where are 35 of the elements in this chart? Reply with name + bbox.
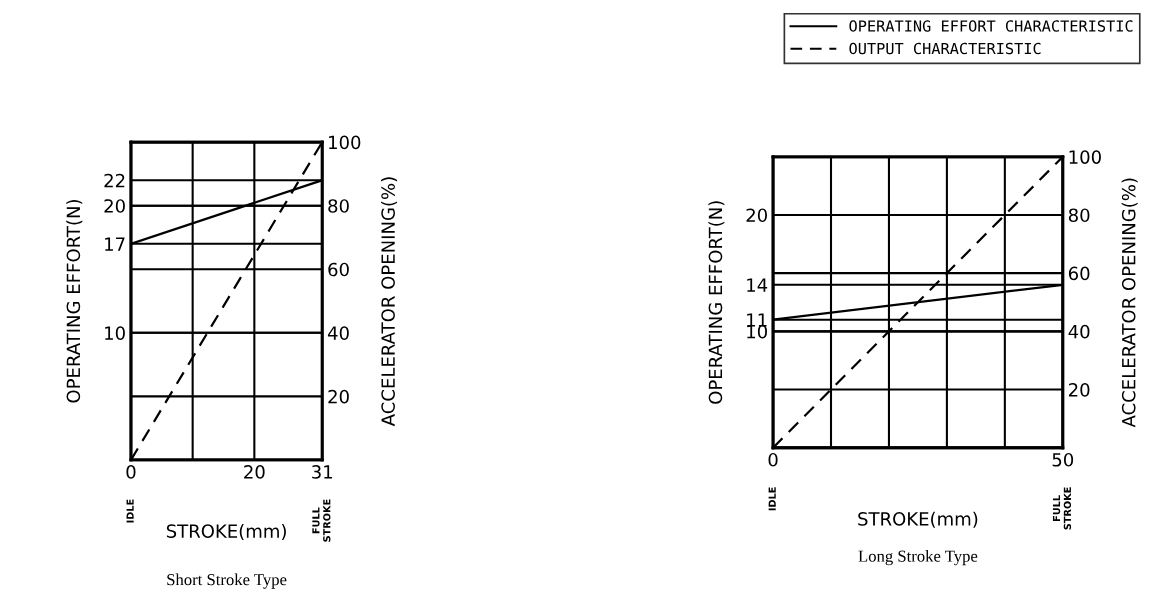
- x-tick-label: 50: [1052, 452, 1074, 467]
- text: FULL STROKE: [1052, 487, 1072, 530]
- y2-tick-label: 20: [328, 389, 349, 404]
- x-tick-label: 0: [126, 465, 136, 479]
- y2-axis-title: ACCELERATOR OPENING(%): [1121, 178, 1138, 428]
- y2-axis-title: ACCELERATOR OPENING(%): [380, 177, 398, 427]
- legend-label: OPERATING EFFORT CHARACTERISTIC: [849, 20, 1133, 32]
- text: Short Stroke Type: [167, 573, 287, 589]
- y-tick-label: 14: [747, 278, 768, 292]
- y-axis-title: OPERATING EFFORT(N): [66, 200, 83, 403]
- y2-tick-label: 100: [1069, 150, 1101, 164]
- y-tick-label: 17: [105, 237, 125, 251]
- x-axis-title: STROKE(mm): [166, 523, 286, 541]
- y2-tick-label: 20: [1068, 383, 1090, 397]
- x-tick-label: 20: [244, 465, 265, 479]
- x-tick-label: 31: [312, 465, 333, 479]
- text: IDLE: [768, 487, 776, 511]
- x-axis-title: STROKE(mm): [858, 511, 978, 528]
- y2-tick-label: 80: [1068, 208, 1090, 223]
- text: IDLE: [126, 499, 134, 523]
- y-tick-label: 22: [104, 173, 125, 188]
- y2-tick-label: 60: [328, 262, 349, 277]
- y2-tick-label: 60: [1068, 266, 1090, 281]
- y-axis-title: OPERATING EFFORT(N): [708, 201, 725, 404]
- y2-tick-label: 100: [329, 135, 361, 150]
- y2-tick-label: 40: [327, 326, 349, 340]
- x-tick-label: 0: [768, 452, 778, 467]
- legend-label: OUTPUT CHARACTERISTIC: [849, 42, 1041, 55]
- y2-tick-label: 80: [328, 199, 349, 213]
- text: FULL STROKE: [312, 499, 331, 542]
- y-tick-label: 10: [105, 326, 125, 340]
- y-tick-label: 20: [746, 208, 767, 223]
- y2-tick-label: 40: [1068, 324, 1090, 339]
- text: Long Stroke Type: [858, 550, 978, 566]
- y-tick-label: 20: [104, 199, 125, 213]
